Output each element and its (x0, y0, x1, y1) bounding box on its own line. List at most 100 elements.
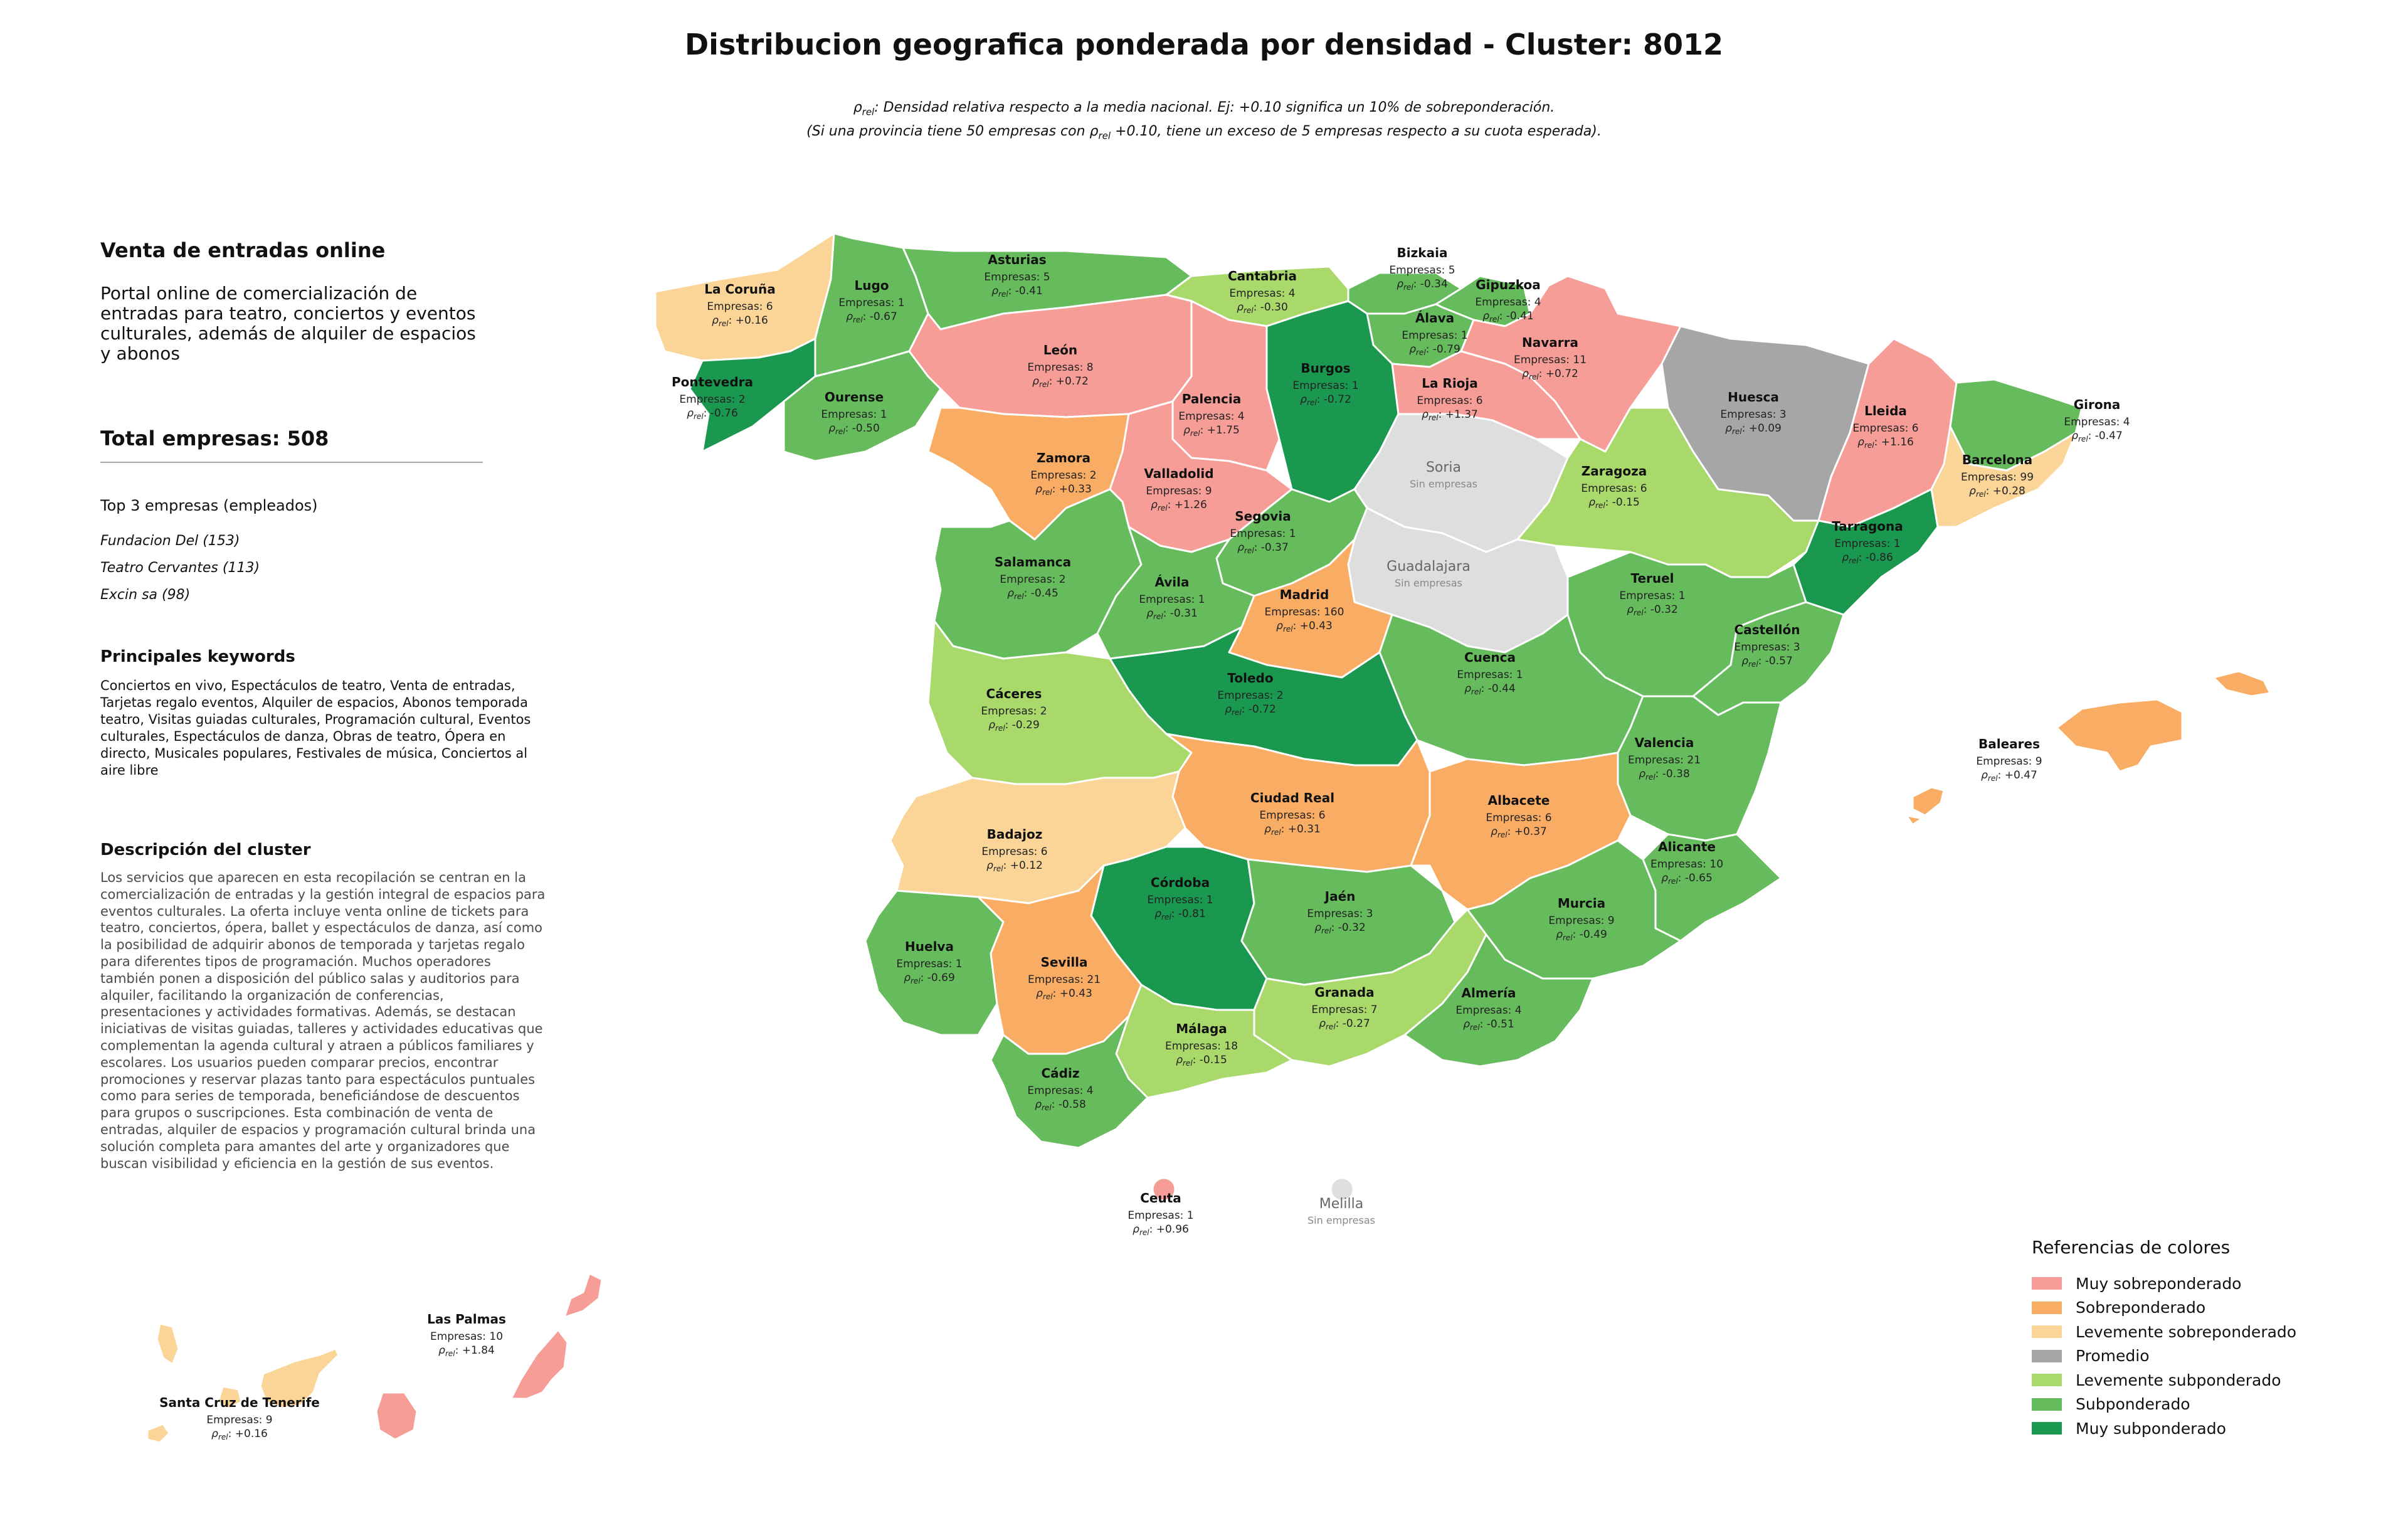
province-label-soria: Soria Sin empresas (1410, 460, 1477, 490)
province-rho: ρrel: -0.45 (1007, 587, 1059, 601)
province-name: Almería (1462, 985, 1516, 1000)
legend-item-leve-sub: Levemente subponderado (2032, 1368, 2358, 1393)
description-heading: Descripción del cluster (100, 841, 311, 859)
province-companies: Empresas: 4 (1027, 1085, 1093, 1097)
subtitle-line-1: ρrel: Densidad relativa respecto a la me… (853, 100, 1555, 118)
province-rho: ρrel: -0.15 (1176, 1054, 1227, 1068)
province-rho: ρrel: -0.32 (1627, 603, 1678, 617)
province-name: Ourense (825, 390, 884, 405)
province-rho: ρrel: -0.15 (1588, 496, 1640, 510)
province-companies: Empresas: 6 (1852, 422, 1918, 435)
legend-swatch (2032, 1277, 2062, 1290)
province-name: Valladolid (1144, 466, 1213, 481)
province-cadiz (990, 1015, 1149, 1149)
province-companies: Empresas: 2 (1030, 469, 1096, 482)
province-rho: ρrel: +0.37 (1491, 825, 1547, 839)
province-name: Asturias (988, 252, 1046, 267)
province-rho: ρrel: -0.41 (991, 285, 1043, 299)
province-name: Córdoba (1151, 875, 1210, 890)
province-rho: ρrel: -0.37 (1237, 541, 1289, 555)
province-rho: ρrel: +1.37 (1422, 408, 1478, 422)
legend-label: Levemente sobreponderado (2076, 1322, 2297, 1341)
map-title: Distribucion geografica ponderada por de… (685, 28, 1723, 61)
legend-swatch (2032, 1325, 2062, 1339)
province-ourense (783, 350, 942, 462)
legend-label: Sobreponderado (2076, 1298, 2206, 1317)
keywords-heading: Principales keywords (100, 647, 295, 666)
subtitle-line-2: (Si una provincia tiene 50 empresas con … (806, 124, 1602, 142)
legend-label: Muy subponderado (2076, 1419, 2226, 1438)
province-companies: Empresas: 5 (1389, 264, 1455, 277)
province-name: Huelva (905, 939, 954, 954)
province-rho: ρrel: +0.72 (1032, 375, 1089, 389)
province-name: Cáceres (986, 686, 1042, 701)
province-rho: ρrel: +0.96 (1133, 1223, 1189, 1237)
province-companies: Empresas: 1 (1139, 593, 1205, 606)
province-label-girona: Girona Empresas: 4 ρrel: -0.47 (2064, 397, 2130, 443)
province-name: Ciudad Real (1250, 790, 1334, 805)
province-companies: Empresas: 11 (1514, 354, 1587, 366)
province-label-melilla: Melilla Sin empresas (1307, 1196, 1375, 1226)
province-no-companies: Sin empresas (1395, 577, 1462, 589)
province-rho: ρrel: +0.16 (211, 1428, 268, 1441)
province-label-santa-cruz-de-tenerife: Santa Cruz de Tenerife Empresas: 9 ρrel: +… (159, 1395, 320, 1441)
province-rho: ρrel: -0.49 (1556, 928, 1607, 942)
province-companies: Empresas: 21 (1628, 754, 1701, 767)
legend-label: Subponderado (2076, 1395, 2190, 1414)
top-company: Excin sa (98) (100, 587, 191, 603)
province-no-companies: Sin empresas (1307, 1214, 1375, 1226)
province-companies: Empresas: 8 (1027, 361, 1093, 374)
province-rho: ρrel: -0.50 (828, 422, 880, 436)
province-name: Cádiz (1042, 1066, 1080, 1081)
province-name: Lugo (854, 278, 889, 293)
province-companies: Empresas: 1 (821, 408, 887, 421)
province-name: Tarragona (1832, 519, 1903, 534)
cluster-name: Venta de entradas online (100, 238, 386, 262)
province-name: Álava (1415, 310, 1454, 326)
province-name: Guadalajara (1386, 559, 1471, 575)
province-companies: Empresas: 10 (1650, 858, 1723, 871)
province-name: Las Palmas (427, 1312, 506, 1327)
legend-title: Referencias de colores (2032, 1237, 2231, 1258)
province-label-madrid: Madrid Empresas: 160 ρrel: +0.43 (1265, 587, 1344, 634)
legend-item-muy-sub: Muy subponderado (2032, 1416, 2358, 1441)
province-name: Zaragoza (1582, 464, 1647, 479)
province-name: La Rioja (1422, 376, 1478, 391)
province-name: Jaén (1324, 889, 1356, 904)
province-rho: ρrel: -0.69 (904, 972, 955, 985)
province-companies: Empresas: 4 (1178, 410, 1244, 423)
province-companies: Empresas: 1 (1292, 379, 1358, 392)
province-companies: Empresas: 10 (430, 1330, 503, 1343)
top-companies-heading: Top 3 empresas (empleados) (100, 497, 318, 514)
province-companies: Empresas: 1 (1619, 590, 1685, 602)
province-companies: Empresas: 99 (1961, 471, 2034, 484)
province-name: Madrid (1280, 587, 1329, 602)
province-companies: Empresas: 5 (984, 271, 1050, 284)
province-companies: Empresas: 6 (981, 846, 1047, 858)
province-rho: ρrel: -0.32 (1314, 921, 1366, 935)
province-rho: ρrel: -0.44 (1464, 682, 1516, 696)
province-rho: ρrel: -0.79 (1409, 343, 1460, 357)
legend-item-sobre: Sobreponderado (2032, 1296, 2358, 1320)
province-name: Badajoz (987, 827, 1043, 842)
legend-swatch (2032, 1349, 2062, 1362)
province-rho: ρrel: +0.28 (1969, 485, 2025, 499)
province-companies: Empresas: 1 (1834, 538, 1900, 550)
